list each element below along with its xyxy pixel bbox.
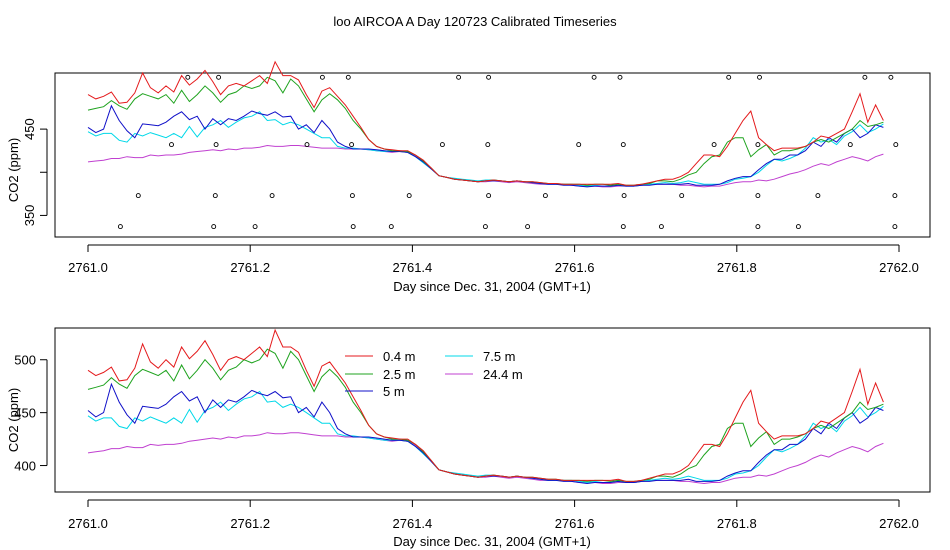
bottom-x-tick-label-1: 2761.2: [230, 516, 270, 531]
bottom-panel: 2761.0 2761.2 2761.4 2761.6 2761.8 2762.0 400 4…: [6, 327, 931, 549]
top-x-tick-label-4: 2761.8: [717, 260, 757, 275]
top-marker-1-8: [711, 142, 717, 148]
top-marker-1-7: [620, 142, 626, 148]
top-marker-3-8: [658, 224, 664, 230]
top-series-2-5-m: [87, 76, 884, 186]
top-marker-1-11: [893, 142, 899, 148]
top-marker-1-3: [349, 142, 355, 148]
top-marker-1-10: [847, 142, 853, 148]
top-marker-1-1: [213, 142, 219, 148]
top-marker-3-4: [388, 224, 394, 230]
top-marker-1-9: [755, 142, 761, 148]
top-marker-0-3: [345, 74, 351, 80]
bottom-axes: 2761.0 2761.2 2761.4 2761.6 2761.8 2762.0 400 4…: [14, 353, 919, 531]
legend-label-24-4-m: 24.4 m: [483, 367, 523, 382]
legend-label-5-m: 5 m: [383, 384, 405, 399]
top-marks: [87, 60, 899, 230]
top-axes: 2761.0 2761.2 2761.4 2761.6 2761.8 2762.0 350 4…: [22, 118, 919, 275]
bottom-x-tick-label-2: 2761.4: [393, 516, 433, 531]
top-marker-2-0: [135, 193, 141, 199]
top-marker-2-10: [815, 193, 821, 199]
top-marker-3-2: [252, 224, 258, 230]
top-plot-box: [54, 72, 931, 238]
top-x-tick-label-1: 2761.2: [230, 260, 270, 275]
legend-label-0-4-m: 0.4 m: [383, 349, 416, 364]
bottom-x-tick-label-4: 2761.8: [717, 516, 757, 531]
top-marker-0-2: [319, 74, 325, 80]
top-y-tick-label-0: 350: [22, 205, 37, 227]
top-marker-0-11: [888, 74, 894, 80]
top-marker-0-10: [862, 74, 868, 80]
top-marker-3-1: [211, 224, 217, 230]
top-y-axis-label: CO2 (ppm): [6, 138, 21, 202]
top-marker-0-7: [617, 74, 623, 80]
top-marker-3-9: [755, 224, 761, 230]
bottom-x-tick-label-5: 2762.0: [879, 516, 919, 531]
top-marker-2-1: [212, 193, 218, 199]
top-marker-3-7: [620, 224, 626, 230]
top-marker-3-11: [892, 224, 898, 230]
top-marker-3-3: [350, 224, 356, 230]
legend: 0.4 m 2.5 m 5 m 7.5 m 24.4 m: [345, 349, 523, 399]
top-marker-0-1: [216, 74, 222, 80]
bottom-y-tick-label-1: 450: [14, 406, 36, 421]
top-series-24-4-m: [87, 144, 884, 188]
top-marker-1-4: [439, 142, 445, 148]
top-x-tick-label-3: 2761.6: [555, 260, 595, 275]
bottom-x-tick-label-0: 2761.0: [68, 516, 108, 531]
bottom-series-0-4-m: [87, 328, 884, 482]
top-marker-2-2: [269, 193, 275, 199]
top-x-tick-label-5: 2762.0: [879, 260, 919, 275]
top-marker-2-11: [892, 193, 898, 199]
top-x-tick-label-2: 2761.4: [393, 260, 433, 275]
bottom-x-tick-label-3: 2761.6: [555, 516, 595, 531]
top-marker-2-7: [621, 193, 627, 199]
bottom-marks: [87, 328, 884, 485]
top-marker-1-0: [169, 142, 174, 148]
top-marker-2-8: [679, 193, 685, 199]
top-marker-3-6: [525, 224, 531, 230]
bottom-series-24-4-m: [87, 432, 884, 485]
top-x-tick-label-0: 2761.0: [68, 260, 108, 275]
top-marker-3-5: [482, 224, 488, 230]
top-marker-2-9: [755, 193, 761, 199]
bottom-y-tick-label-2: 500: [14, 353, 36, 368]
top-marker-0-9: [757, 74, 762, 80]
top-marker-1-2: [304, 142, 310, 148]
bottom-x-axis-label: Day since Dec. 31, 2004 (GMT+1): [393, 534, 591, 549]
bottom-y-axis-label: CO2 (ppm): [6, 388, 21, 452]
bottom-y-tick-label-0: 400: [14, 459, 36, 474]
top-series-0-4-m: [87, 60, 884, 186]
bottom-series-7-5-m: [87, 390, 884, 484]
top-marker-1-6: [576, 142, 582, 148]
top-marker-0-0: [185, 74, 191, 80]
top-marker-2-4: [406, 193, 412, 199]
top-marker-0-5: [486, 74, 492, 80]
top-marker-2-5: [486, 193, 492, 199]
top-marker-0-8: [726, 74, 732, 80]
top-marker-2-6: [542, 193, 548, 199]
figure-title: loo AIRCOA A Day 120723 Calibrated Times…: [333, 14, 617, 29]
bottom-plot-box: [54, 327, 931, 493]
top-y-tick-label-1: 450: [22, 118, 37, 140]
top-marker-1-5: [485, 142, 491, 148]
top-panel: 2761.0 2761.2 2761.4 2761.6 2761.8 2762.0 350 4…: [6, 60, 931, 294]
top-x-axis-label: Day since Dec. 31, 2004 (GMT+1): [393, 279, 591, 294]
top-marker-3-10: [795, 224, 801, 230]
top-marker-2-3: [349, 193, 355, 199]
legend-label-7-5-m: 7.5 m: [483, 349, 516, 364]
top-marker-3-0: [117, 224, 123, 230]
top-marker-0-4: [456, 74, 462, 80]
legend-label-2-5-m: 2.5 m: [383, 367, 416, 382]
top-series-7-5-m: [87, 111, 884, 187]
top-marker-0-6: [591, 74, 597, 80]
